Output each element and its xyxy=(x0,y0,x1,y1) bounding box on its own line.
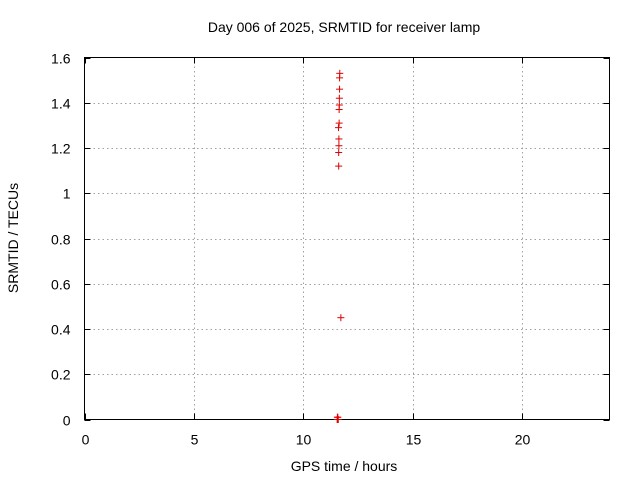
data-point xyxy=(335,101,343,109)
y-tick-label: 1.2 xyxy=(51,141,71,157)
tick-labels: 0 0.2 0.4 0.6 0.8 1 1.2 1.4 1.6 0 5 10 15 20 xyxy=(51,51,530,448)
x-tick-label: 20 xyxy=(515,432,531,448)
data-point xyxy=(335,142,343,150)
y-tick-label: 0.4 xyxy=(51,322,71,338)
y-tick-label: 0.8 xyxy=(51,232,71,248)
data-points xyxy=(333,69,345,423)
axis-ticks xyxy=(84,57,610,421)
chart-title: Day 006 of 2025, SRMTID for receiver lam… xyxy=(208,19,481,35)
plot-frame xyxy=(84,57,610,420)
data-point xyxy=(335,149,343,157)
data-point xyxy=(335,135,343,143)
data-point xyxy=(337,314,345,322)
grid-lines xyxy=(84,57,610,420)
data-point xyxy=(336,69,344,77)
data-point xyxy=(335,119,343,127)
x-axis-label: GPS time / hours xyxy=(291,458,398,474)
data-point xyxy=(334,124,342,132)
y-tick-label: 1.4 xyxy=(51,96,71,112)
y-tick-label: 0.6 xyxy=(51,277,71,293)
y-tick-label: 1.6 xyxy=(51,51,71,67)
x-tick-label: 5 xyxy=(191,432,199,448)
data-point xyxy=(334,416,342,423)
data-point xyxy=(335,94,343,102)
x-tick-label: 0 xyxy=(82,432,90,448)
x-tick-label: 15 xyxy=(406,432,422,448)
x-tick-label: 10 xyxy=(296,432,312,448)
y-axis-label: SRMTID / TECUs xyxy=(5,183,21,293)
data-point xyxy=(335,162,343,170)
y-tick-label: 1 xyxy=(63,186,71,202)
data-point xyxy=(336,85,344,93)
y-tick-label: 0.2 xyxy=(51,367,71,383)
y-tick-label: 0 xyxy=(63,413,71,429)
